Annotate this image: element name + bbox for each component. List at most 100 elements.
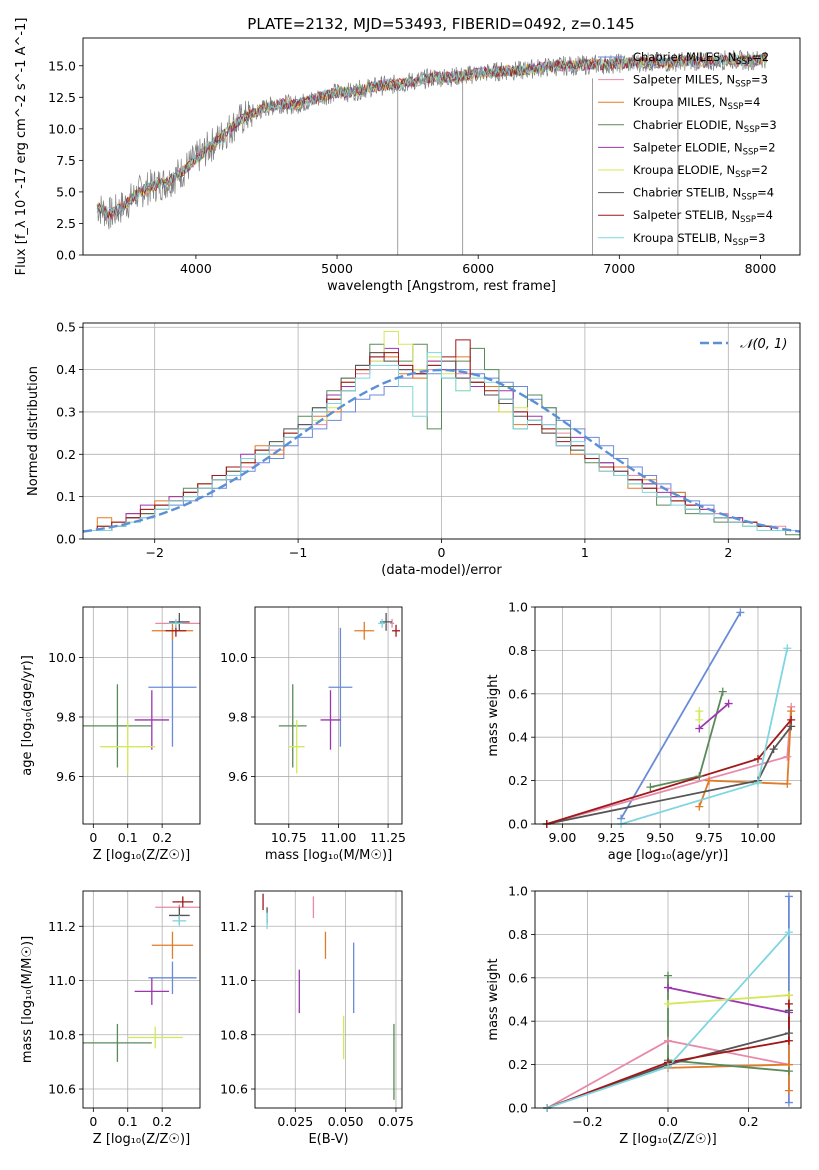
x-tick-label: 0.0 — [658, 1114, 678, 1129]
y-axis-label: Flux [f_λ 10^-17 erg cm^-2 s^-1 A^-1] — [14, 18, 29, 276]
y-tick-label: 7.5 — [56, 153, 76, 168]
y-tick-label: 0.4 — [508, 1014, 528, 1029]
x-tick-label: 0.2 — [152, 1114, 172, 1129]
x-tick-label: −2 — [145, 545, 163, 560]
axes-3: 10.75 11.00 11.25 9.6 9.8 10.0 mass [log₁₀(M/M… — [220, 606, 406, 863]
x-tick-label: −1 — [289, 545, 307, 560]
y-tick-label: 0.8 — [508, 643, 528, 658]
plot-area — [546, 611, 793, 824]
x-axis-label: Z [log₁₀(Z/Z☉)] — [93, 848, 190, 863]
y-tick-label: 11.2 — [48, 919, 76, 934]
y-axis-label: mass [log₁₀(M/M☉)] — [20, 936, 35, 1063]
weight-marker — [787, 707, 796, 716]
weight-marker — [705, 776, 714, 785]
y-tick-label: 0.2 — [508, 1057, 528, 1072]
plot-area — [96, 49, 768, 255]
x-tick-label: 9.00 — [548, 830, 576, 845]
legend-entry: Chabrier ELODIE, NSSP=3 — [633, 118, 777, 135]
y-tick-label: 1.0 — [508, 600, 528, 615]
y-tick-label: 9.8 — [228, 709, 248, 724]
x-tick-label: 11.00 — [321, 830, 357, 845]
y-tick-label: 9.8 — [56, 709, 76, 724]
x-tick-label: 7000 — [603, 261, 635, 276]
weight-line — [546, 1003, 790, 1108]
figure-title: PLATE=2132, MJD=53493, FIBERID=0492, z=0… — [247, 15, 634, 33]
legend: Chabrier MILES, NSSP=2 Salpeter MILES, NS… — [598, 50, 777, 248]
normal-curve — [83, 368, 800, 533]
legend-entry: 𝒩(0, 1) — [740, 337, 787, 352]
y-tick-label: 10.0 — [220, 650, 248, 665]
plot-area — [83, 331, 800, 539]
x-tick-label: 0 — [438, 545, 446, 560]
y-tick-label: 0.1 — [56, 489, 76, 504]
x-tick-label: 9.75 — [695, 830, 723, 845]
weight-marker — [783, 752, 792, 761]
weight-marker — [695, 724, 704, 733]
weight-line — [620, 611, 742, 820]
y-tick-label: 0.2 — [56, 447, 76, 462]
y-tick-label: 0.4 — [508, 730, 528, 745]
weight-marker — [784, 1067, 793, 1076]
weight-marker — [646, 783, 655, 792]
weight-line — [698, 702, 730, 730]
y-tick-label: 0.8 — [508, 927, 528, 942]
weight-line — [546, 706, 793, 824]
y-axis-label: mass weight — [486, 958, 501, 1040]
axes-frame — [534, 890, 802, 1109]
weight-marker — [664, 1036, 672, 1045]
y-tick-label: 10.8 — [220, 1027, 248, 1042]
x-tick-label: 11.25 — [370, 830, 406, 845]
x-tick-label: −0.2 — [572, 1114, 602, 1129]
legend-entry: Chabrier STELIB, NSSP=4 — [633, 186, 774, 203]
weight-marker — [695, 707, 704, 716]
y-tick-label: 0.2 — [508, 773, 528, 788]
x-tick-label: 2 — [724, 545, 732, 560]
legend-entry: Salpeter ELODIE, NSSP=2 — [633, 140, 776, 157]
plot-area — [83, 612, 200, 774]
x-tick-label: 0.025 — [277, 1114, 313, 1129]
axes-frame — [82, 37, 801, 256]
y-tick-label: 5.0 — [56, 184, 76, 199]
x-tick-label: 0.075 — [378, 1114, 414, 1129]
x-tick-label: 9.50 — [646, 830, 674, 845]
axes-frame — [82, 890, 201, 1109]
weight-marker — [695, 772, 704, 781]
weight-marker — [695, 715, 704, 724]
y-axis-label: Normed distribution — [26, 366, 41, 496]
plot-area — [278, 612, 401, 774]
y-tick-label: 12.5 — [48, 90, 76, 105]
weight-line — [667, 975, 789, 1072]
x-axis-label: (data-model)/error — [381, 563, 502, 578]
y-tick-label: 10.0 — [48, 650, 76, 665]
axes-7: −0.2 0.0 0.2 0.0 0.2 0.4 0.6 0.8 1.0 Z [log₁₀(Z/Z… — [486, 884, 802, 1147]
axes-frame — [254, 890, 403, 1109]
legend-entry: Kroupa STELIB, NSSP=3 — [633, 231, 765, 248]
legend-entry: Salpeter MILES, NSSP=3 — [633, 73, 768, 90]
model-spectrum — [96, 53, 767, 218]
y-tick-label: 11.0 — [48, 973, 76, 988]
y-tick-label: 2.5 — [56, 216, 76, 231]
weight-marker — [664, 999, 672, 1008]
weight-marker — [784, 928, 793, 937]
weight-marker — [784, 1086, 793, 1095]
weight-marker — [784, 991, 793, 1000]
y-tick-label: 0.6 — [508, 970, 528, 985]
weight-marker — [664, 1062, 672, 1071]
x-tick-label: 0.2 — [739, 1114, 759, 1129]
axes-2: 0 0.1 0.2 9.6 9.8 10.0 Z [log₁₀(Z/Z☉)] age [log… — [20, 606, 201, 863]
x-axis-label: mass [log₁₀(M/M☉)] — [265, 848, 392, 863]
x-axis-label: Z [log₁₀(Z/Z☉)] — [93, 1132, 190, 1147]
model-spectrum — [96, 52, 768, 219]
weight-marker — [718, 687, 727, 696]
legend-entry: Kroupa MILES, NSSP=4 — [633, 95, 760, 112]
y-tick-label: 0.5 — [56, 320, 76, 335]
weight-marker — [783, 644, 792, 653]
x-axis-label: Z [log₁₀(Z/Z☉)] — [619, 1132, 716, 1147]
axes-frame — [82, 322, 801, 540]
y-tick-label: 0.0 — [508, 1101, 528, 1116]
axes-4: 9.00 9.25 9.50 9.75 10.00 0.0 0.2 0.4 0.6 0.8 1.0 a… — [486, 600, 802, 863]
y-axis-label: mass weight — [486, 674, 501, 756]
plot-area — [262, 893, 395, 1100]
x-tick-label: 8000 — [745, 261, 777, 276]
